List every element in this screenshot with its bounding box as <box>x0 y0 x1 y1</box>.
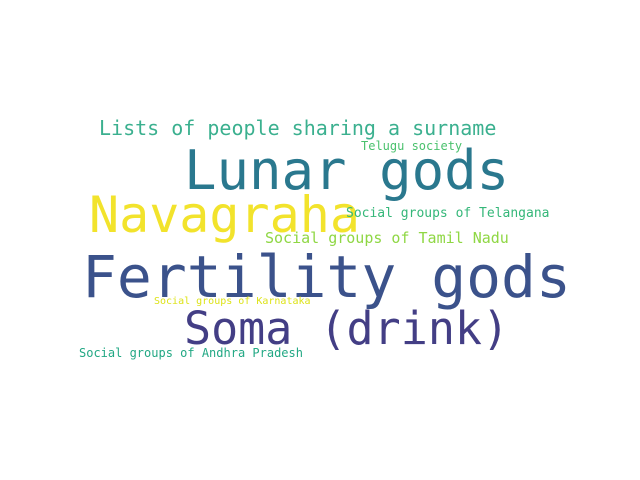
word-soma-drink: Soma (drink) <box>184 302 510 355</box>
word-lists-of-people-sharing-a-surname: Lists of people sharing a surname <box>99 116 497 140</box>
word-social-groups-of-tamil-nadu: Social groups of Tamil Nadu <box>265 229 509 247</box>
word-navagraha: Navagraha <box>89 186 360 244</box>
word-fertility-gods: Fertility gods <box>82 243 571 311</box>
word-social-groups-of-telangana: Social groups of Telangana <box>346 206 550 221</box>
word-lunar-gods: Lunar gods <box>184 139 510 202</box>
word-social-groups-of-karnataka: Social groups of Karnataka <box>154 296 311 307</box>
word-telugu-society: Telugu society <box>361 139 463 153</box>
word-social-groups-of-andhra-pradesh: Social groups of Andhra Pradesh <box>79 346 303 360</box>
